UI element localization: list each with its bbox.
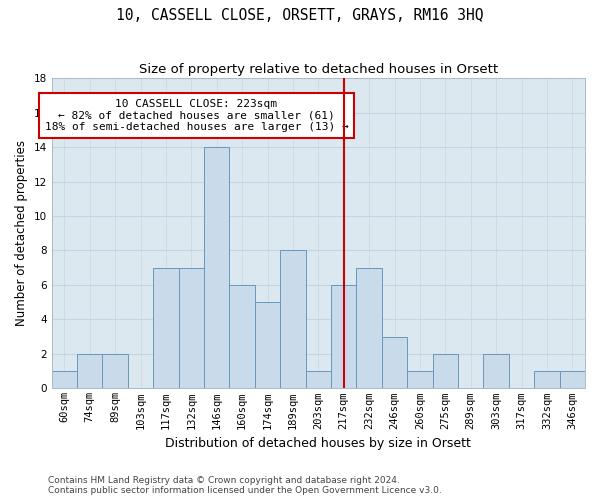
Bar (103, 354, 128, 388)
Bar (280, 250, 305, 388)
Y-axis label: Number of detached properties: Number of detached properties (15, 140, 28, 326)
Bar (204, 147, 229, 388)
Bar (382, 336, 407, 388)
Bar (179, 268, 204, 388)
Bar (484, 354, 509, 388)
X-axis label: Distribution of detached houses by size in Orsett: Distribution of detached houses by size … (166, 437, 471, 450)
Bar (229, 285, 255, 389)
Bar (356, 268, 382, 388)
Bar (77, 354, 103, 388)
Bar (305, 371, 331, 388)
Text: 10, CASSELL CLOSE, ORSETT, GRAYS, RM16 3HQ: 10, CASSELL CLOSE, ORSETT, GRAYS, RM16 3… (116, 8, 484, 22)
Bar (331, 285, 356, 389)
Bar (52, 371, 77, 388)
Text: 10 CASSELL CLOSE: 223sqm
← 82% of detached houses are smaller (61)
18% of semi-d: 10 CASSELL CLOSE: 223sqm ← 82% of detach… (44, 98, 349, 132)
Bar (255, 302, 280, 388)
Bar (534, 371, 560, 388)
Bar (407, 371, 433, 388)
Text: Contains HM Land Registry data © Crown copyright and database right 2024.
Contai: Contains HM Land Registry data © Crown c… (48, 476, 442, 495)
Bar (560, 371, 585, 388)
Bar (153, 268, 179, 388)
Title: Size of property relative to detached houses in Orsett: Size of property relative to detached ho… (139, 62, 498, 76)
Bar (433, 354, 458, 388)
